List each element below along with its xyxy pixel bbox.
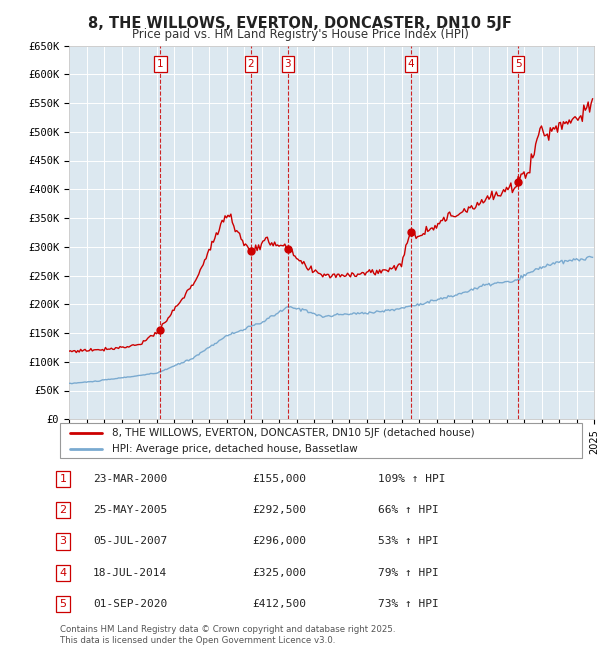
Text: 3: 3	[284, 59, 291, 69]
Text: 109% ↑ HPI: 109% ↑ HPI	[378, 474, 445, 484]
Text: Contains HM Land Registry data © Crown copyright and database right 2025.
This d: Contains HM Land Registry data © Crown c…	[60, 625, 395, 645]
Text: 1: 1	[59, 474, 67, 484]
Text: 18-JUL-2014: 18-JUL-2014	[93, 567, 167, 578]
Text: 8, THE WILLOWS, EVERTON, DONCASTER, DN10 5JF (detached house): 8, THE WILLOWS, EVERTON, DONCASTER, DN10…	[112, 428, 475, 437]
Text: 3: 3	[59, 536, 67, 547]
Text: 23-MAR-2000: 23-MAR-2000	[93, 474, 167, 484]
Text: £325,000: £325,000	[252, 567, 306, 578]
Text: 73% ↑ HPI: 73% ↑ HPI	[378, 599, 439, 609]
Text: £292,500: £292,500	[252, 505, 306, 515]
Text: 4: 4	[59, 567, 67, 578]
Text: £412,500: £412,500	[252, 599, 306, 609]
Text: 53% ↑ HPI: 53% ↑ HPI	[378, 536, 439, 547]
Text: 2: 2	[59, 505, 67, 515]
Text: 5: 5	[59, 599, 67, 609]
Text: 25-MAY-2005: 25-MAY-2005	[93, 505, 167, 515]
Text: £155,000: £155,000	[252, 474, 306, 484]
Text: HPI: Average price, detached house, Bassetlaw: HPI: Average price, detached house, Bass…	[112, 445, 358, 454]
Text: Price paid vs. HM Land Registry's House Price Index (HPI): Price paid vs. HM Land Registry's House …	[131, 28, 469, 41]
Text: 1: 1	[157, 59, 164, 69]
Text: 79% ↑ HPI: 79% ↑ HPI	[378, 567, 439, 578]
Text: 2: 2	[248, 59, 254, 69]
Text: 4: 4	[407, 59, 414, 69]
Text: 8, THE WILLOWS, EVERTON, DONCASTER, DN10 5JF: 8, THE WILLOWS, EVERTON, DONCASTER, DN10…	[88, 16, 512, 31]
Text: 01-SEP-2020: 01-SEP-2020	[93, 599, 167, 609]
Text: 05-JUL-2007: 05-JUL-2007	[93, 536, 167, 547]
FancyBboxPatch shape	[60, 422, 582, 458]
Text: 5: 5	[515, 59, 521, 69]
Text: 66% ↑ HPI: 66% ↑ HPI	[378, 505, 439, 515]
Text: £296,000: £296,000	[252, 536, 306, 547]
